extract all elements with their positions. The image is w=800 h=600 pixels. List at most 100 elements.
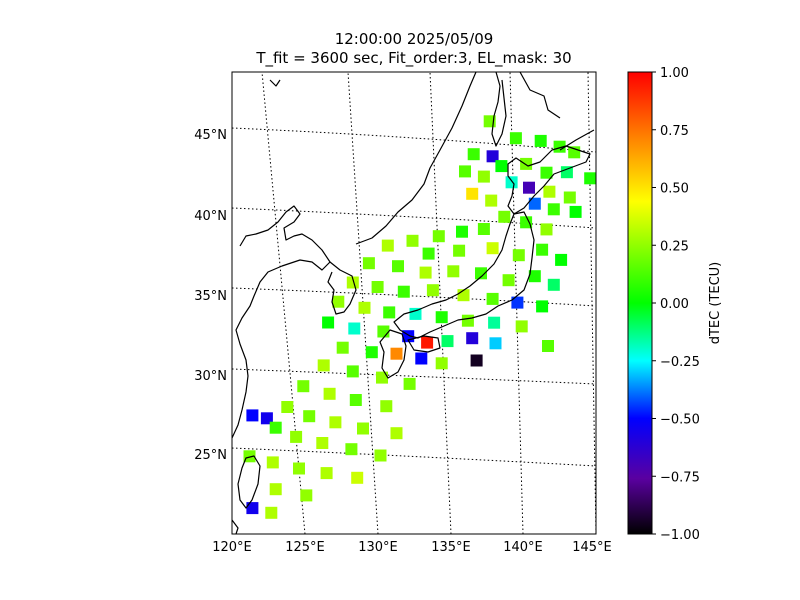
dtec-cell — [290, 430, 303, 443]
dtec-cell — [246, 502, 259, 515]
dtec-cell — [466, 332, 479, 345]
dtec-cell — [392, 260, 404, 273]
cb-tick-6: −0.25 — [660, 355, 700, 370]
dtec-cell — [477, 170, 490, 183]
dtec-cell — [297, 380, 310, 393]
dtec-cell — [269, 483, 282, 496]
dtec-cell — [547, 203, 560, 216]
lat-tick-40: 40°N — [194, 209, 227, 224]
cb-tick-1: 1.00 — [660, 66, 689, 81]
dtec-cell — [390, 427, 403, 440]
dtec-cell — [265, 506, 278, 519]
dtec-cell — [466, 187, 479, 200]
meridian-145e — [587, 72, 596, 534]
lat-tick-45: 45°N — [194, 128, 227, 143]
dtec-cell — [542, 340, 554, 352]
lon-tick-130: 130°E — [358, 540, 398, 555]
coast-china-korea — [232, 205, 331, 439]
dtec-cell — [345, 443, 358, 456]
coast-shikoku — [407, 335, 441, 353]
dtec-cell — [377, 325, 390, 338]
colorbar-ticks — [652, 71, 656, 535]
colorbar-label: dTEC (TECU) — [708, 262, 723, 345]
parallel-25n — [232, 447, 596, 467]
dtec-cell — [461, 314, 474, 327]
dtec-cell — [486, 292, 499, 305]
dtec-cell — [426, 284, 439, 297]
lat-tick-35: 35°N — [194, 289, 227, 304]
map-title-line2: T_fit = 3600 sec, Fit_order:3, EL_mask: … — [256, 49, 572, 67]
dtec-cell — [540, 223, 553, 236]
coast-korea-peninsula — [327, 261, 357, 315]
dtec-cell — [547, 278, 560, 291]
map-title-line1: 12:00:00 2025/05/09 — [334, 30, 494, 48]
dtec-cell — [346, 365, 359, 378]
graticule — [232, 72, 596, 534]
dtec-cell — [568, 146, 581, 159]
dtec-cell — [374, 449, 387, 462]
dtec-cell — [419, 266, 432, 279]
dtec-cell — [381, 239, 394, 252]
dtec-cell — [349, 394, 362, 406]
dtec-cell — [459, 165, 471, 178]
dtec-cell — [351, 471, 364, 484]
parallel-30n — [232, 368, 596, 385]
lat-tick-30: 30°N — [194, 369, 227, 384]
coast-kuril — [559, 129, 595, 151]
dtec-cell — [563, 191, 576, 204]
dtec-cell — [246, 409, 259, 422]
colorbar-tick-labels: 1.00 0.75 0.50 0.25 0.00 −0.25 −0.50 −0.… — [660, 66, 700, 543]
dtec-cell — [511, 296, 524, 309]
dtec-cell — [397, 285, 410, 298]
dtec-cell — [358, 301, 371, 314]
coast-kyushu — [379, 329, 407, 379]
dtec-cell — [536, 243, 549, 256]
lake-baikal-edge — [269, 79, 281, 87]
dtec-cell — [317, 359, 330, 372]
lon-tick-135: 135°E — [431, 540, 471, 555]
coast-taiwan — [237, 455, 261, 509]
dtec-cell — [486, 242, 499, 255]
coast-sakhalin — [491, 72, 507, 147]
cb-tick-7: −0.50 — [660, 413, 700, 428]
dtec-cell — [348, 322, 361, 335]
lon-tick-labels: 120°E 125°E 130°E 135°E 140°E 145°E — [212, 540, 612, 555]
dtec-cell — [293, 462, 305, 475]
dtec-cell — [365, 346, 378, 359]
map-frame — [231, 71, 597, 535]
dtec-cell — [362, 257, 375, 270]
dtec-cell — [553, 140, 566, 153]
dtec-cell — [495, 160, 508, 173]
dtec-cell — [435, 311, 448, 324]
dtec-cell — [243, 450, 256, 463]
dtec-cell — [323, 387, 336, 400]
lon-tick-140: 140°E — [503, 540, 543, 555]
cb-tick-4: 0.25 — [660, 239, 689, 254]
cb-tick-5: 0.00 — [660, 297, 689, 312]
dtec-cell — [560, 166, 573, 179]
meridian-135e — [429, 72, 452, 534]
coast-kamchatka-edge — [519, 72, 561, 119]
dtec-cell — [329, 416, 342, 429]
dtec-cell — [456, 225, 468, 238]
lat-tick-25: 25°N — [194, 448, 227, 463]
meridian-125e — [261, 72, 306, 534]
coastlines — [232, 72, 595, 534]
dtec-cell — [509, 132, 522, 145]
dtec-cell — [266, 456, 279, 469]
dtec-cell — [409, 307, 422, 320]
dtec-cell — [486, 150, 499, 163]
dtec-cell — [303, 410, 316, 423]
dtec-cell — [332, 295, 345, 308]
cb-tick-3: 0.50 — [660, 182, 689, 197]
map-background — [232, 72, 596, 534]
parallel-35n — [232, 287, 596, 307]
dtec-cell — [584, 172, 596, 185]
dtec-cell — [528, 197, 541, 210]
dtec-cell — [316, 437, 329, 449]
cb-tick-2: 0.75 — [660, 124, 689, 139]
dtec-cell — [260, 412, 273, 425]
meridian-140e — [509, 72, 524, 534]
dtec-cell — [383, 306, 396, 319]
